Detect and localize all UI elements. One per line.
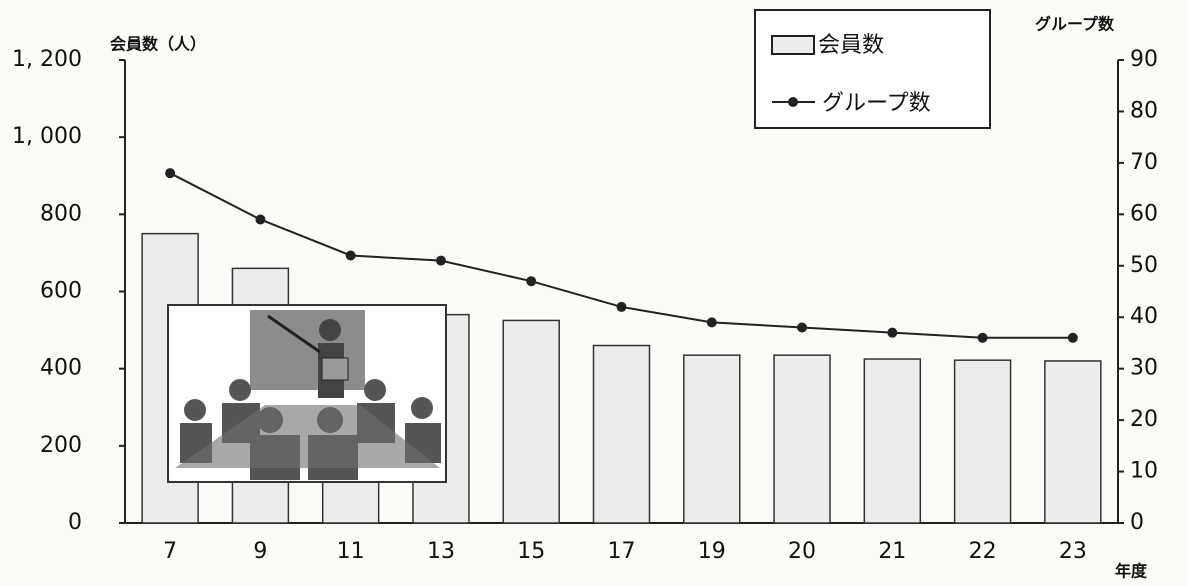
legend-swatch [771, 35, 815, 55]
line-point [526, 276, 537, 287]
line-point [165, 168, 176, 179]
y2-tick-label: 30 [1130, 356, 1158, 381]
bar [773, 354, 831, 524]
x-tick-label: 7 [163, 539, 177, 564]
x-tick-label: 17 [608, 539, 636, 564]
line-point [255, 214, 266, 225]
bar [592, 344, 651, 524]
y2-tick-label: 50 [1130, 253, 1158, 278]
x-tick-label: 11 [337, 539, 365, 564]
y-tick-label: 200 [40, 433, 82, 458]
y2-tick-label: 70 [1130, 150, 1158, 175]
line-point [797, 322, 808, 333]
line-point [977, 332, 988, 343]
y2-tick-label: 10 [1130, 459, 1158, 484]
y2-tick-label: 80 [1130, 98, 1158, 123]
y-tick-label: 800 [40, 201, 82, 226]
y2-axis-label: グループ数 [1035, 15, 1115, 34]
x-tick-label: 20 [788, 539, 816, 564]
y-axis-label: 会員数（人） [110, 35, 206, 54]
y2-tick-label: 90 [1130, 47, 1158, 72]
y-tick-label: 400 [40, 356, 82, 381]
y2-tick-label: 0 [1130, 510, 1144, 535]
y-tick-label: 1, 200 [12, 47, 82, 72]
line-point [435, 255, 446, 266]
bar [1044, 360, 1102, 524]
y2-tick-label: 60 [1130, 201, 1158, 226]
line-point [887, 327, 898, 338]
x-axis-label: 年度 [1115, 562, 1148, 581]
y-tick-label: 600 [40, 279, 82, 304]
bar [863, 358, 922, 524]
legend-label: 会員数 [818, 33, 884, 58]
y-tick-label: 1, 000 [12, 124, 82, 149]
x-tick-label: 9 [253, 539, 267, 564]
bar [683, 354, 741, 524]
x-tick-label: 23 [1059, 539, 1087, 564]
bar [502, 319, 560, 524]
line-point [616, 301, 627, 312]
line-point [706, 317, 717, 328]
x-tick-label: 22 [969, 539, 997, 564]
x-tick-label: 21 [878, 539, 906, 564]
line-point [1067, 332, 1078, 343]
x-tick-label: 15 [517, 539, 545, 564]
legend-marker [788, 97, 798, 107]
legend: 会員数 グループ数 [754, 9, 991, 129]
y-tick-label: 0 [68, 510, 82, 535]
line-point [345, 250, 356, 261]
x-tick-label: 19 [698, 539, 726, 564]
bar [953, 359, 1012, 524]
x-tick-label: 13 [427, 539, 455, 564]
y2-tick-label: 20 [1130, 407, 1158, 432]
illustration [167, 304, 447, 483]
y2-tick-label: 40 [1130, 304, 1158, 329]
legend-label: グループ数 [822, 91, 931, 116]
legend-box [754, 9, 991, 129]
